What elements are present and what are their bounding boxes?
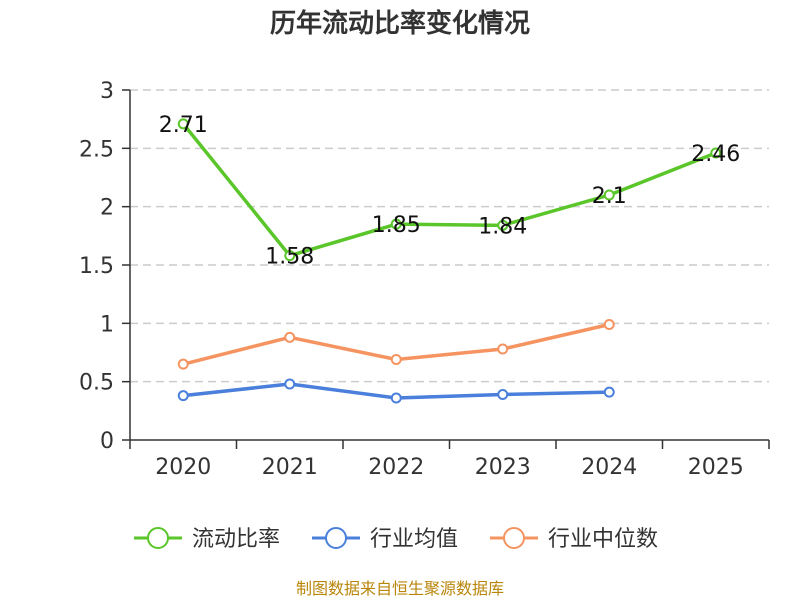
data-label: 1.85 <box>372 213 421 238</box>
legend-marker <box>325 527 347 549</box>
series-1 <box>177 378 615 404</box>
series-0: 2.71 1.58 1.85 1.84 2.1 2.46 <box>159 113 740 270</box>
y-tick-label: 2 <box>100 196 114 221</box>
chart-title: 历年流动比率变化情况 <box>270 8 530 39</box>
data-label: 2.46 <box>691 142 740 167</box>
legend-label: 行业中位数 <box>548 527 658 552</box>
x-axis: 2020 2021 2022 2023 2024 2025 <box>129 439 770 480</box>
series-layer: 2.71 1.58 1.85 1.84 2.1 2.46 <box>159 113 740 404</box>
y-tick-label: 0.5 <box>79 371 114 396</box>
data-label: 1.58 <box>265 245 314 270</box>
legend-marker <box>147 527 169 549</box>
legend-item-1[interactable]: 行业均值 <box>312 527 458 552</box>
data-point[interactable] <box>284 250 296 262</box>
data-point[interactable] <box>177 118 189 130</box>
legend-marker <box>503 527 525 549</box>
y-tick-label: 1.5 <box>79 254 114 279</box>
x-tick-label: 2023 <box>475 455 531 480</box>
legend-label: 流动比率 <box>192 527 280 552</box>
x-tick-label: 2022 <box>368 455 424 480</box>
data-point[interactable] <box>284 331 296 343</box>
series-line <box>181 122 717 258</box>
data-point[interactable] <box>177 390 189 402</box>
source-note: 制图数据来自恒生聚源数据库 <box>296 579 504 598</box>
data-point[interactable] <box>603 386 615 398</box>
x-tick-label: 2020 <box>155 455 211 480</box>
y-tick-label: 3 <box>100 79 114 104</box>
data-point[interactable] <box>603 189 615 201</box>
data-label: 2.71 <box>159 113 208 138</box>
data-point[interactable] <box>390 392 402 404</box>
data-point[interactable] <box>710 147 722 159</box>
data-point[interactable] <box>497 343 509 355</box>
x-tick-label: 2021 <box>262 455 318 480</box>
data-point[interactable] <box>390 354 402 365</box>
data-point[interactable] <box>390 218 402 230</box>
data-point[interactable] <box>284 378 296 390</box>
y-tick-label: 2.5 <box>79 137 114 162</box>
data-point[interactable] <box>603 319 615 330</box>
gridlines <box>130 89 769 383</box>
data-label: 1.84 <box>478 214 527 239</box>
legend[interactable]: 流动比率 行业均值 行业中位数 <box>134 527 658 552</box>
data-label: 2.1 <box>592 184 627 209</box>
y-tick-label: 1 <box>100 312 114 337</box>
data-point[interactable] <box>177 358 189 370</box>
y-tick-label: 0 <box>100 429 114 454</box>
legend-label: 行业均值 <box>370 527 458 552</box>
y-axis: 0 0.5 1 1.5 2 2.5 3 <box>79 79 131 454</box>
data-point[interactable] <box>497 219 509 231</box>
legend-item-2[interactable]: 行业中位数 <box>490 527 658 552</box>
series-2 <box>177 319 615 370</box>
data-point[interactable] <box>497 389 509 400</box>
x-tick-label: 2024 <box>581 455 637 480</box>
x-tick-label: 2025 <box>688 455 744 480</box>
legend-item-0[interactable]: 流动比率 <box>134 527 280 552</box>
